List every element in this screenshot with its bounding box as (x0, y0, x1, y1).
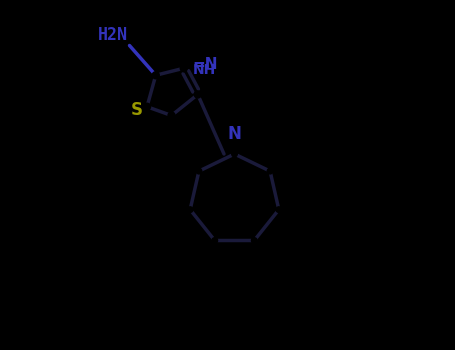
Text: N: N (228, 126, 242, 144)
Circle shape (194, 91, 201, 98)
Circle shape (267, 168, 273, 174)
Circle shape (152, 72, 159, 79)
Text: NH: NH (192, 63, 216, 77)
Text: H2N: H2N (98, 26, 128, 44)
Circle shape (252, 238, 257, 243)
Circle shape (196, 168, 202, 174)
Circle shape (143, 103, 151, 110)
Circle shape (212, 238, 217, 243)
Circle shape (180, 65, 187, 72)
Circle shape (168, 112, 175, 119)
Circle shape (187, 207, 193, 212)
Circle shape (232, 151, 238, 157)
Circle shape (276, 207, 282, 212)
Text: =N: =N (192, 57, 218, 71)
Text: S: S (131, 101, 143, 119)
